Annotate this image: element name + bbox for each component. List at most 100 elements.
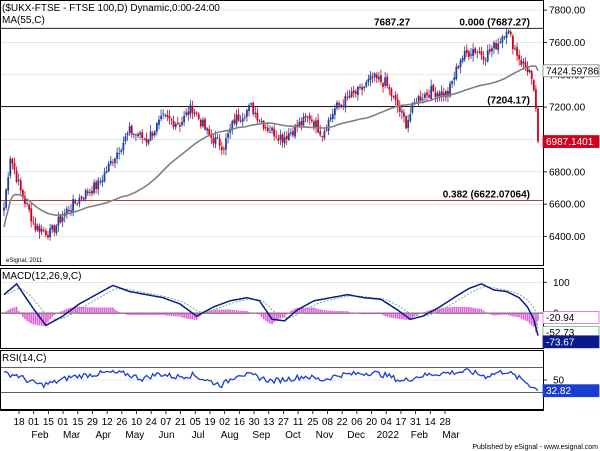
candle-body	[417, 95, 420, 102]
candle-body	[388, 87, 391, 90]
candle-body	[392, 96, 395, 97]
macd-hist-bar	[103, 307, 106, 314]
candle-body	[377, 76, 380, 80]
macd-hist-bar	[63, 309, 66, 314]
x-month-label: May	[125, 430, 144, 441]
macd-hist-bar	[13, 307, 16, 314]
candle-body	[375, 74, 378, 79]
macd-hist-bar	[472, 307, 474, 314]
candle-body	[128, 126, 131, 133]
macd-hist-bar	[334, 310, 336, 314]
last-close-tag: 6987.1401	[542, 135, 600, 148]
x-day-label: 06	[351, 417, 363, 428]
candle-body	[61, 217, 64, 222]
macd-hist-bar	[461, 306, 464, 314]
macd-hist-bar	[51, 313, 53, 318]
macd-hist-bar	[323, 310, 326, 314]
candle-body	[111, 162, 114, 164]
candle-body	[91, 190, 93, 194]
x-month-label: Apr	[95, 430, 111, 441]
candle-body	[170, 119, 173, 121]
x-day-label: 31	[410, 417, 422, 428]
macd-hist-bar	[302, 307, 305, 314]
macd-hist-bar	[66, 308, 68, 314]
macd-hist-bar	[327, 310, 330, 314]
candle-body	[292, 131, 294, 136]
macd-hist-bar	[24, 313, 26, 320]
macd-hist-bar	[36, 313, 39, 326]
macd-hist-bar	[384, 313, 386, 317]
candle-body	[336, 102, 338, 109]
macd-hist-bar	[518, 313, 520, 318]
macd-hist-bar	[133, 313, 135, 316]
macd-hist-bar	[321, 309, 324, 314]
macd-hist-bar	[426, 311, 428, 314]
macd-hist-bar	[292, 309, 294, 314]
candle-body	[511, 35, 514, 49]
footer-credit: Published by eSignal - www.esignal.com	[472, 444, 598, 451]
price-tick-label: 7600.00	[549, 38, 586, 49]
candle-body	[44, 230, 47, 236]
x-day-label: 22	[337, 417, 349, 428]
macd-hist-bar	[371, 313, 374, 315]
candle-body	[218, 138, 221, 146]
macd-hist-bar	[147, 313, 150, 316]
candle-body	[344, 96, 347, 108]
candle-body	[373, 73, 376, 78]
candle-body	[241, 118, 244, 122]
candle-body	[24, 196, 26, 204]
macd-hist-bar	[338, 311, 340, 314]
macd-hist-bar	[319, 309, 322, 314]
candle-body	[233, 119, 236, 124]
macd-hist-bar	[442, 307, 445, 314]
candle-body	[26, 203, 28, 205]
x-day-label: 15	[72, 417, 84, 428]
macd-hist-bar	[407, 313, 409, 320]
macd-hist-bar	[193, 313, 196, 320]
candle-body	[176, 122, 179, 125]
candle-body	[457, 66, 460, 69]
macd-hist-bar	[453, 307, 456, 314]
candle-body	[168, 115, 171, 119]
macd-hist-bar	[172, 313, 175, 317]
candle-body	[380, 75, 382, 82]
macd-hist-bar	[480, 308, 483, 314]
macd-hist-bar	[170, 313, 173, 317]
rsi-value-tag-box	[542, 384, 600, 398]
x-day-label: 11	[293, 417, 304, 428]
candle-body	[65, 208, 68, 215]
candle-body	[472, 49, 474, 56]
macd-hist-bar	[177, 313, 179, 317]
macd-hist-bar	[183, 313, 185, 318]
right-axis: 7800.007600.007400.007200.007000.006800.…	[542, 6, 600, 398]
candle-body	[225, 138, 227, 150]
macd-hist-bar	[17, 310, 20, 314]
candle-body	[237, 114, 240, 121]
candle-body	[7, 177, 10, 191]
candle-body	[338, 102, 340, 106]
ma-value-tag-text: 7424.59786	[546, 66, 599, 77]
candle-body	[135, 134, 137, 136]
x-month-label: Jul	[192, 430, 205, 441]
macd-hist-bar	[273, 313, 275, 323]
candle-body	[459, 60, 462, 68]
macd-hist-bar	[135, 313, 137, 316]
candle-body	[528, 70, 531, 73]
candle-body	[222, 148, 225, 150]
candle-body	[214, 137, 217, 145]
macd-hist-bar	[55, 313, 58, 314]
macd-hist-bar	[130, 313, 133, 316]
last-close-tag-text: 6987.1401	[546, 137, 594, 148]
macd-hist-bar	[107, 307, 110, 314]
macd-hist-bar	[256, 313, 259, 315]
macd-hist-bar	[128, 313, 131, 316]
candle-body	[93, 182, 95, 193]
x-axis: 18 01 15 01 15 29 12 26 10 24 07 21 05 19 02 16 30 13 27 11…	[0, 410, 544, 441]
candle-body	[279, 135, 282, 140]
x-day-label: 18	[13, 417, 25, 428]
macd-hist-bar	[124, 313, 127, 315]
macd-hist-bar	[451, 307, 453, 314]
macd-hist-bar	[512, 313, 514, 317]
candle-body	[216, 137, 219, 139]
